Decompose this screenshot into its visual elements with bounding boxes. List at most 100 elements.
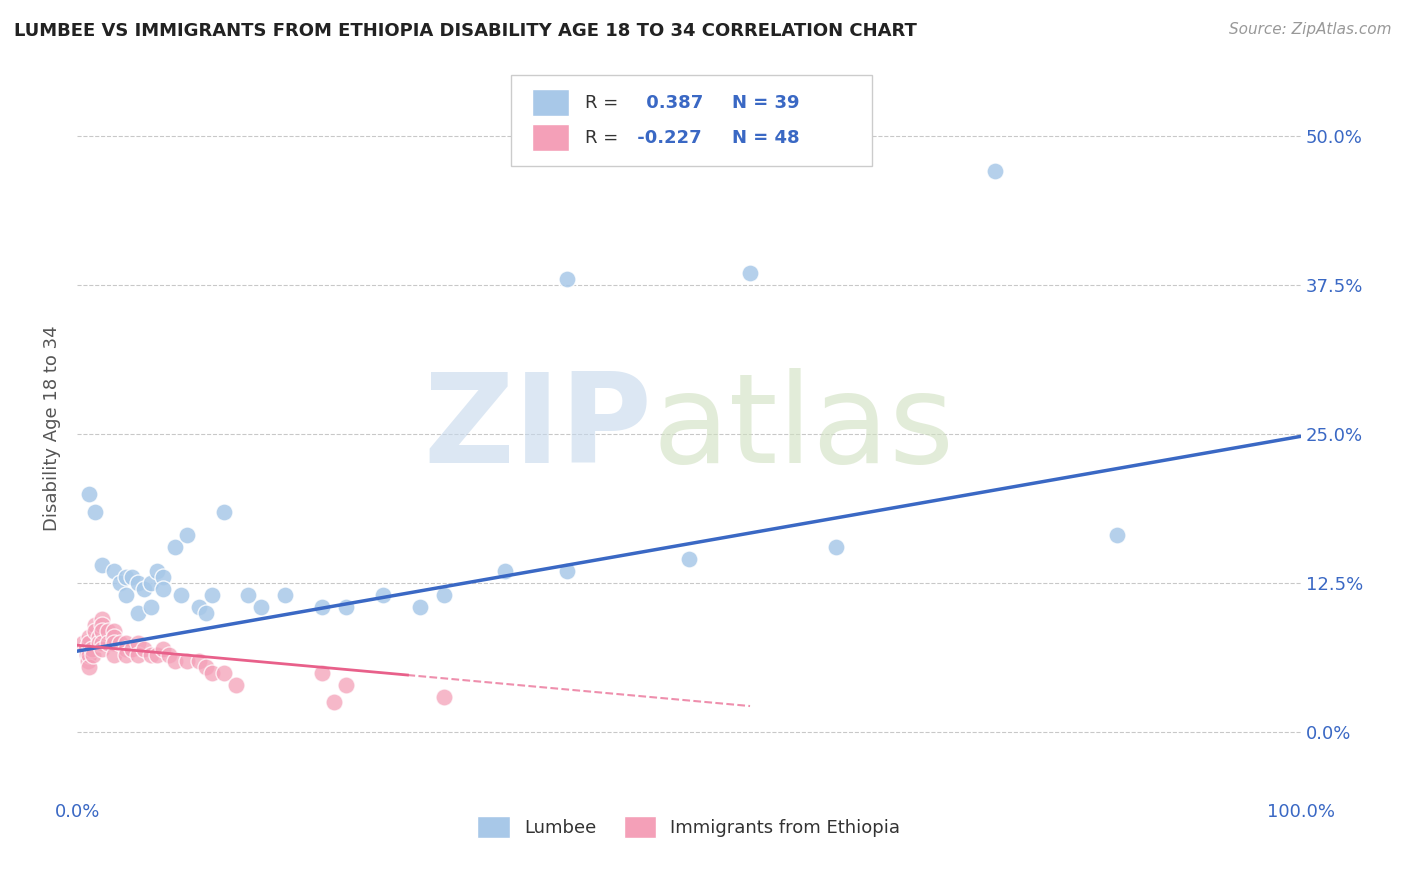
Bar [533,89,569,117]
Point [152,582,174,596]
Point [87,636,110,650]
Point [238,588,260,602]
Point [188,600,211,615]
Point [176,654,198,668]
Point [335,600,357,615]
Point [90,618,112,632]
Point [97,636,120,650]
Text: N = 48: N = 48 [731,128,800,146]
Point [157,648,180,662]
Point [1107,528,1129,542]
Point [212,665,235,680]
Point [139,576,162,591]
Point [134,582,156,596]
Text: R =: R = [585,94,624,112]
Point [494,564,516,578]
Point [76,648,98,662]
Point [108,636,131,650]
Point [90,636,112,650]
Point [115,641,138,656]
Legend: Lumbee, Immigrants from Ethiopia: Lumbee, Immigrants from Ethiopia [470,808,908,845]
Point [103,564,125,578]
Point [323,696,346,710]
Point [678,552,700,566]
Point [127,636,149,650]
Point [335,677,357,691]
Point [433,588,456,602]
Point [79,648,101,662]
Point [84,624,107,638]
Point [408,600,430,615]
Point [163,541,186,555]
Point [127,648,149,662]
Point [115,648,138,662]
Text: N = 39: N = 39 [731,94,799,112]
Point [79,630,101,644]
FancyBboxPatch shape [512,75,872,166]
Point [170,588,193,602]
Point [139,600,162,615]
Point [555,564,578,578]
Point [371,588,394,602]
Point [90,624,112,638]
Point [103,624,125,638]
Point [152,570,174,584]
Text: Source: ZipAtlas.com: Source: ZipAtlas.com [1229,22,1392,37]
Point [163,654,186,668]
Point [97,624,120,638]
Point [194,606,217,620]
Point [77,654,100,668]
Point [201,665,224,680]
Text: R =: R = [585,128,619,146]
Point [249,600,271,615]
Point [212,504,235,518]
Point [75,641,97,656]
Point [90,641,112,656]
Point [984,164,1007,178]
Point [176,528,198,542]
Point [311,600,333,615]
Point [145,564,167,578]
Point [152,641,174,656]
Point [90,558,112,573]
Text: LUMBEE VS IMMIGRANTS FROM ETHIOPIA DISABILITY AGE 18 TO 34 CORRELATION CHART: LUMBEE VS IMMIGRANTS FROM ETHIOPIA DISAB… [14,22,917,40]
Point [115,588,138,602]
Point [145,648,167,662]
Text: -0.227: -0.227 [631,128,702,146]
Point [121,641,143,656]
Point [79,659,101,673]
Point [738,266,761,280]
Point [433,690,456,704]
Point [127,576,149,591]
Point [84,618,107,632]
Point [115,570,138,584]
Point [79,486,101,500]
Point [108,576,131,591]
Point [201,588,224,602]
Y-axis label: Disability Age 18 to 34: Disability Age 18 to 34 [44,326,60,531]
Point [115,636,138,650]
Point [79,636,101,650]
Point [139,648,162,662]
Point [121,570,143,584]
Point [134,641,156,656]
Point [188,654,211,668]
Point [90,612,112,626]
Point [274,588,297,602]
Point [72,636,94,650]
Point [194,659,217,673]
Text: ZIP: ZIP [423,368,652,489]
Point [225,677,247,691]
Text: 0.387: 0.387 [640,94,703,112]
Text: atlas: atlas [652,368,955,489]
Point [87,630,110,644]
Point [555,272,578,286]
Point [103,648,125,662]
Bar [533,124,569,152]
Point [80,641,103,656]
Point [82,648,104,662]
Point [824,541,846,555]
Point [84,504,107,518]
Point [103,630,125,644]
Point [127,606,149,620]
